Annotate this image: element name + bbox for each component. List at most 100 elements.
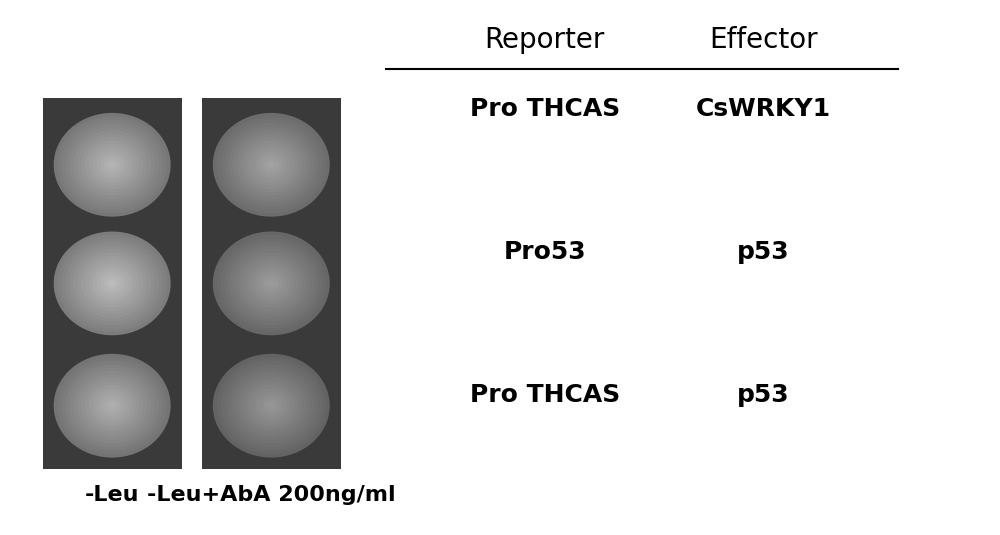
Ellipse shape bbox=[93, 266, 132, 301]
Ellipse shape bbox=[256, 270, 287, 297]
Ellipse shape bbox=[228, 246, 314, 322]
Text: p53: p53 bbox=[737, 383, 790, 407]
Ellipse shape bbox=[252, 388, 291, 423]
Ellipse shape bbox=[213, 354, 330, 457]
Ellipse shape bbox=[221, 239, 322, 328]
Ellipse shape bbox=[97, 151, 128, 179]
Ellipse shape bbox=[89, 144, 136, 186]
Text: Effector: Effector bbox=[709, 26, 818, 54]
Ellipse shape bbox=[263, 399, 279, 412]
Ellipse shape bbox=[85, 141, 139, 189]
Ellipse shape bbox=[252, 266, 291, 301]
Ellipse shape bbox=[104, 277, 120, 291]
Ellipse shape bbox=[77, 252, 147, 315]
Ellipse shape bbox=[89, 385, 136, 426]
Ellipse shape bbox=[81, 256, 143, 311]
Ellipse shape bbox=[85, 259, 139, 308]
Ellipse shape bbox=[65, 242, 159, 325]
Ellipse shape bbox=[217, 116, 326, 213]
Ellipse shape bbox=[54, 354, 171, 457]
Ellipse shape bbox=[217, 235, 326, 332]
Ellipse shape bbox=[69, 246, 155, 322]
Ellipse shape bbox=[240, 378, 302, 433]
Ellipse shape bbox=[256, 392, 287, 419]
Ellipse shape bbox=[108, 402, 116, 409]
Text: Pro THCAS: Pro THCAS bbox=[470, 97, 620, 121]
Text: p53: p53 bbox=[737, 240, 790, 264]
FancyBboxPatch shape bbox=[43, 98, 182, 469]
Ellipse shape bbox=[93, 388, 132, 423]
Ellipse shape bbox=[228, 127, 314, 203]
Ellipse shape bbox=[248, 385, 295, 426]
Ellipse shape bbox=[58, 116, 167, 213]
Ellipse shape bbox=[252, 148, 291, 182]
Ellipse shape bbox=[263, 277, 279, 291]
Ellipse shape bbox=[248, 144, 295, 186]
Text: Pro53: Pro53 bbox=[503, 240, 586, 264]
Ellipse shape bbox=[108, 162, 116, 168]
Ellipse shape bbox=[97, 392, 128, 419]
Ellipse shape bbox=[54, 113, 171, 217]
Ellipse shape bbox=[224, 242, 318, 325]
Text: -Leu: -Leu bbox=[85, 485, 139, 505]
Ellipse shape bbox=[104, 158, 120, 172]
Ellipse shape bbox=[81, 378, 143, 433]
Ellipse shape bbox=[213, 113, 330, 217]
Ellipse shape bbox=[81, 137, 143, 193]
Ellipse shape bbox=[244, 259, 299, 308]
Ellipse shape bbox=[256, 151, 287, 179]
Ellipse shape bbox=[267, 162, 275, 168]
Ellipse shape bbox=[217, 357, 326, 454]
Ellipse shape bbox=[73, 371, 151, 440]
Ellipse shape bbox=[97, 270, 128, 297]
Ellipse shape bbox=[232, 371, 310, 440]
Ellipse shape bbox=[100, 155, 124, 175]
Ellipse shape bbox=[267, 402, 275, 409]
Ellipse shape bbox=[244, 381, 299, 430]
FancyBboxPatch shape bbox=[202, 98, 341, 469]
Ellipse shape bbox=[85, 381, 139, 430]
Ellipse shape bbox=[104, 399, 120, 412]
Ellipse shape bbox=[73, 130, 151, 200]
Ellipse shape bbox=[100, 395, 124, 416]
Ellipse shape bbox=[65, 123, 159, 207]
Ellipse shape bbox=[236, 134, 306, 196]
Ellipse shape bbox=[236, 374, 306, 437]
Text: Reporter: Reporter bbox=[485, 26, 605, 54]
Ellipse shape bbox=[244, 141, 299, 189]
Ellipse shape bbox=[224, 364, 318, 447]
Ellipse shape bbox=[77, 134, 147, 196]
Ellipse shape bbox=[221, 120, 322, 210]
Ellipse shape bbox=[54, 232, 171, 335]
Ellipse shape bbox=[267, 280, 275, 287]
Ellipse shape bbox=[240, 256, 302, 311]
Ellipse shape bbox=[232, 130, 310, 200]
Ellipse shape bbox=[58, 357, 167, 454]
Ellipse shape bbox=[108, 280, 116, 287]
Ellipse shape bbox=[228, 368, 314, 444]
Ellipse shape bbox=[221, 361, 322, 450]
Ellipse shape bbox=[232, 249, 310, 318]
Ellipse shape bbox=[213, 232, 330, 335]
Ellipse shape bbox=[260, 273, 283, 294]
Ellipse shape bbox=[240, 137, 302, 193]
Ellipse shape bbox=[236, 252, 306, 315]
Ellipse shape bbox=[69, 368, 155, 444]
Ellipse shape bbox=[69, 127, 155, 203]
Text: CsWRKY1: CsWRKY1 bbox=[696, 97, 831, 121]
Ellipse shape bbox=[263, 158, 279, 172]
Ellipse shape bbox=[89, 263, 136, 304]
Ellipse shape bbox=[61, 361, 163, 450]
Ellipse shape bbox=[100, 273, 124, 294]
Text: Pro THCAS: Pro THCAS bbox=[470, 383, 620, 407]
Ellipse shape bbox=[61, 239, 163, 328]
Ellipse shape bbox=[260, 155, 283, 175]
Ellipse shape bbox=[58, 235, 167, 332]
Ellipse shape bbox=[77, 374, 147, 437]
Ellipse shape bbox=[93, 148, 132, 182]
Ellipse shape bbox=[73, 249, 151, 318]
Ellipse shape bbox=[224, 123, 318, 207]
Ellipse shape bbox=[248, 263, 295, 304]
Ellipse shape bbox=[65, 364, 159, 447]
Ellipse shape bbox=[61, 120, 163, 210]
